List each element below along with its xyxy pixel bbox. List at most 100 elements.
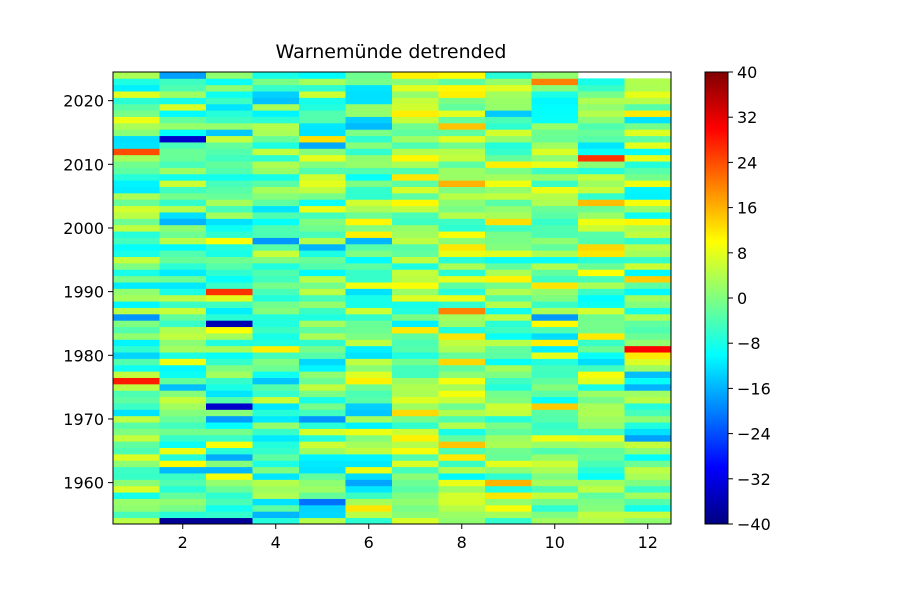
heatmap-cell xyxy=(578,307,625,315)
heatmap-cell xyxy=(438,148,486,156)
heatmap-cell xyxy=(392,396,439,404)
heatmap-cell xyxy=(624,237,672,245)
heatmap-cell xyxy=(345,396,393,404)
heatmap-cell xyxy=(252,352,300,359)
heatmap-cell xyxy=(578,205,625,213)
heatmap-cell xyxy=(113,116,160,124)
heatmap-cell xyxy=(624,403,672,410)
heatmap-cell xyxy=(113,333,160,340)
heatmap-cell xyxy=(159,485,207,493)
heatmap-cell xyxy=(159,110,207,117)
heatmap-cell xyxy=(206,453,253,461)
heatmap-cell xyxy=(485,218,532,226)
heatmap-cell xyxy=(578,218,625,226)
heatmap-cell xyxy=(438,307,486,315)
heatmap-cell xyxy=(438,91,486,98)
heatmap-cell xyxy=(624,352,672,359)
heatmap-cell xyxy=(485,364,532,372)
heatmap-cell xyxy=(159,288,207,296)
heatmap-cell xyxy=(531,415,579,423)
heatmap-cell xyxy=(252,441,300,449)
heatmap-cell xyxy=(206,84,253,92)
colorbar-tick-label: 40 xyxy=(737,63,757,82)
heatmap-cell xyxy=(159,371,207,378)
heatmap-cell xyxy=(206,383,253,391)
colorbar-fill xyxy=(705,72,728,524)
heatmap-cell xyxy=(345,383,393,391)
heatmap-cell xyxy=(159,358,207,366)
heatmap-cell xyxy=(113,205,160,213)
heatmap-cell xyxy=(578,492,625,499)
heatmap-cell xyxy=(624,409,672,417)
heatmap-cell xyxy=(624,103,672,111)
heatmap-cell xyxy=(392,243,439,251)
heatmap-cell xyxy=(531,231,579,238)
heatmap-cell xyxy=(299,447,346,455)
heatmap-cell xyxy=(438,231,486,238)
heatmap-cell xyxy=(578,364,625,372)
heatmap-cell xyxy=(624,504,672,512)
heatmap-cell xyxy=(206,224,253,232)
heatmap-cell xyxy=(578,403,625,410)
heatmap-cell xyxy=(485,453,532,461)
heatmap-cell xyxy=(159,205,207,213)
heatmap-cell xyxy=(624,326,672,334)
heatmap-cell xyxy=(299,498,346,506)
heatmap-cell xyxy=(299,441,346,449)
heatmap-cell xyxy=(345,371,393,378)
heatmap-cell xyxy=(252,212,300,219)
heatmap-cell xyxy=(578,180,625,187)
heatmap-cell xyxy=(252,250,300,258)
heatmap-cell xyxy=(113,511,160,519)
heatmap-cell xyxy=(392,383,439,391)
heatmap-cell xyxy=(578,173,625,181)
heatmap-cell xyxy=(578,498,625,506)
heatmap-cell xyxy=(206,313,253,321)
heatmap-cell xyxy=(206,262,253,270)
heatmap-cell xyxy=(206,78,253,86)
heatmap-cell xyxy=(392,460,439,468)
heatmap-cell xyxy=(252,262,300,270)
heatmap-cell xyxy=(438,84,486,92)
heatmap-cell xyxy=(252,345,300,353)
heatmap-cell xyxy=(345,460,393,468)
heatmap-cell xyxy=(345,78,393,86)
heatmap-cell xyxy=(578,453,625,461)
heatmap-cell xyxy=(624,492,672,499)
heatmap-cell xyxy=(206,403,253,410)
heatmap-cell xyxy=(159,199,207,207)
heatmap-cell xyxy=(438,135,486,143)
heatmap-cell xyxy=(578,148,625,156)
heatmap-cell xyxy=(345,288,393,296)
heatmap-cell xyxy=(438,282,486,289)
heatmap-cell xyxy=(299,383,346,391)
heatmap-cell xyxy=(299,403,346,410)
heatmap-cell xyxy=(113,320,160,328)
heatmap-cell xyxy=(345,135,393,143)
heatmap-cell xyxy=(485,390,532,398)
heatmap-cell xyxy=(299,237,346,245)
heatmap-cell xyxy=(299,358,346,366)
heatmap-cell xyxy=(113,307,160,315)
heatmap-cell xyxy=(578,186,625,194)
heatmap-cell xyxy=(624,301,672,308)
heatmap-cell xyxy=(485,97,532,105)
heatmap-cell xyxy=(299,485,346,493)
heatmap-cell xyxy=(252,479,300,487)
heatmap-cell xyxy=(624,511,672,519)
heatmap-cell xyxy=(113,517,160,525)
heatmap-cell xyxy=(485,72,532,79)
heatmap-cell xyxy=(113,218,160,226)
heatmap-cell xyxy=(206,103,253,111)
heatmap-cell xyxy=(159,415,207,423)
heatmap-cell xyxy=(113,243,160,251)
heatmap-cell xyxy=(345,250,393,258)
heatmap-cell xyxy=(531,409,579,417)
heatmap-cell xyxy=(624,161,672,168)
heatmap-cell xyxy=(392,199,439,207)
heatmap-cell xyxy=(392,390,439,398)
heatmap-cell xyxy=(206,110,253,117)
heatmap-cell xyxy=(206,199,253,207)
heatmap-cell xyxy=(531,262,579,270)
heatmap-cell xyxy=(392,301,439,308)
